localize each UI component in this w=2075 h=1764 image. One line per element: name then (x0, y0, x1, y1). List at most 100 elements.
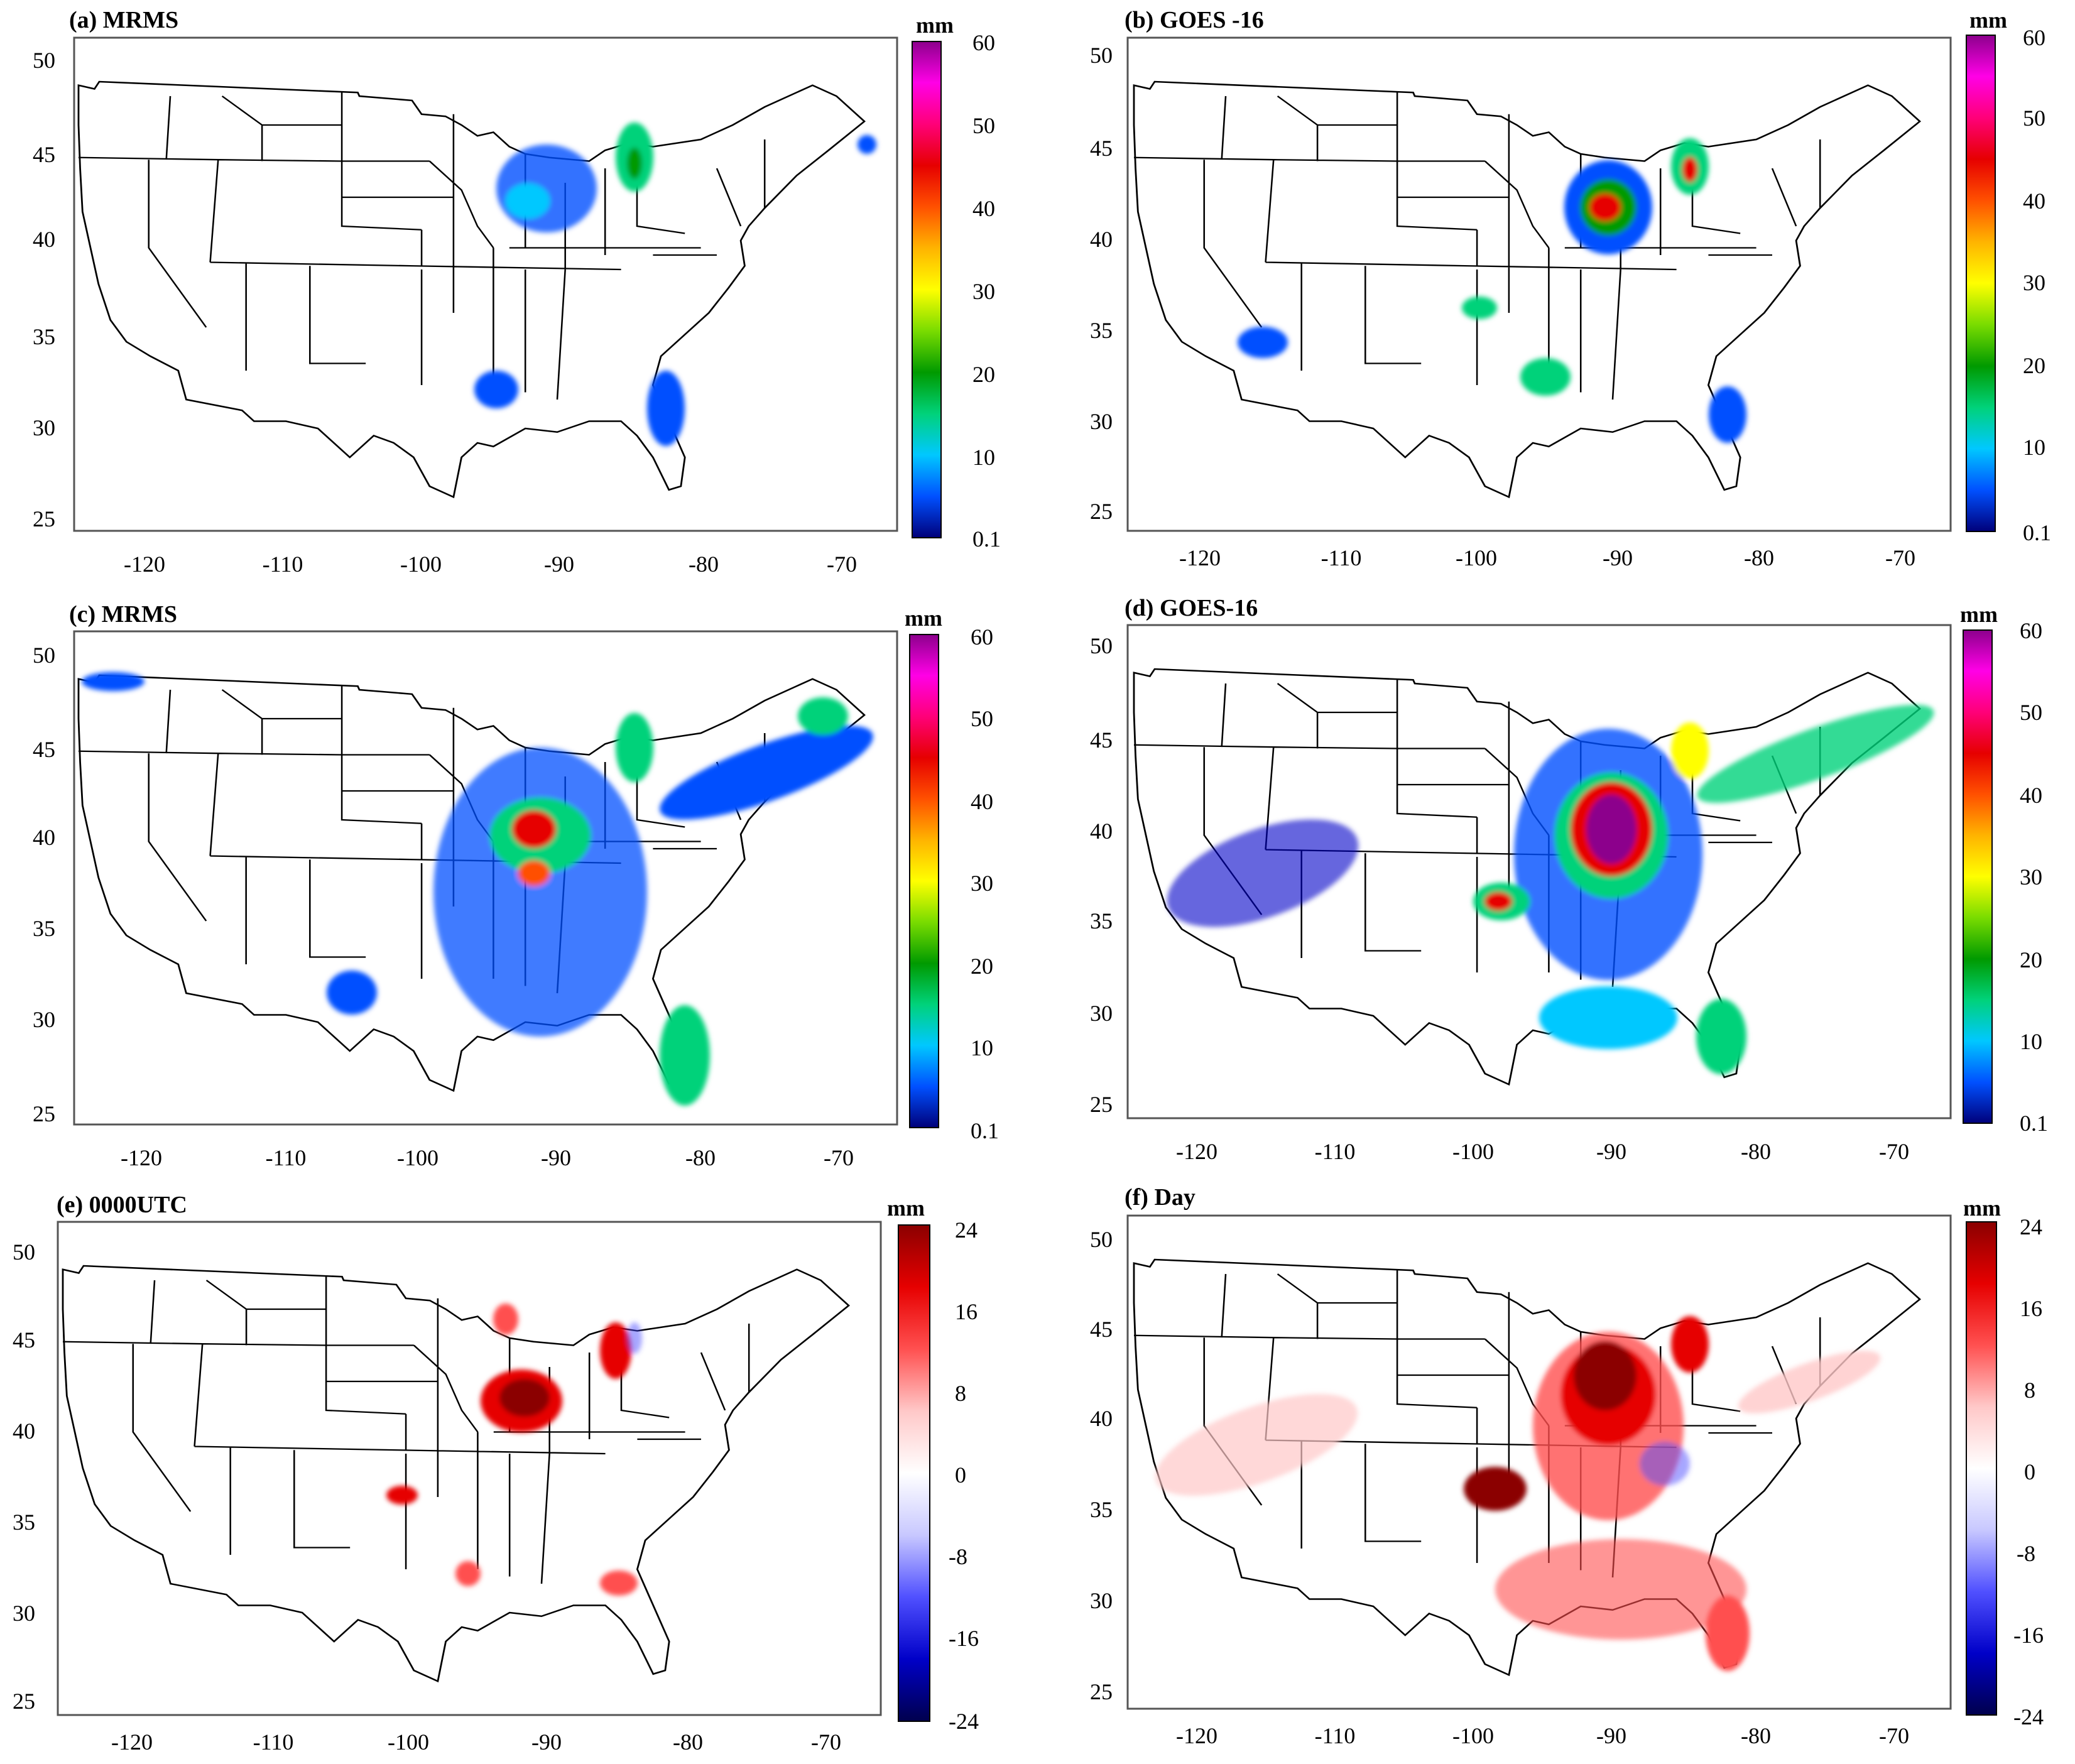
colorbar-label: 30 (971, 871, 993, 896)
colorbar-label: 0.1 (972, 526, 1001, 552)
x-tick: -70 (824, 1145, 854, 1170)
precip-field (1167, 704, 1934, 1074)
y-tick: 40 (1090, 819, 1113, 844)
y-axis: 50 45 40 35 30 25 (1090, 1227, 1113, 1704)
panel-f: (f) Day 50 45 40 35 30 25 -120 -110 -100 (1090, 1184, 2044, 1748)
y-tick: 50 (33, 48, 55, 73)
y-tick: 35 (33, 324, 55, 349)
y-tick: 50 (1090, 43, 1113, 68)
colorbar-label: 0 (955, 1462, 966, 1488)
colorbar-label: 10 (2023, 435, 2045, 460)
y-axis: 50 45 40 35 30 25 (1090, 633, 1113, 1117)
x-tick: -90 (531, 1729, 562, 1755)
panel-title: (e) 0000UTC (57, 1192, 187, 1218)
y-tick: 30 (33, 1007, 55, 1032)
y-tick: 30 (13, 1601, 35, 1626)
y-tick: 45 (1090, 727, 1113, 753)
x-tick: -70 (1879, 1139, 1909, 1164)
x-tick: -110 (1321, 545, 1362, 570)
us-map (77, 80, 866, 498)
x-tick: -90 (541, 1145, 571, 1170)
y-tick: 50 (1090, 633, 1113, 658)
x-tick: -110 (1315, 1139, 1356, 1164)
colorbar-label: 0 (2024, 1459, 2035, 1484)
x-tick: -90 (1603, 545, 1633, 570)
colorbar-label: 8 (2024, 1378, 2035, 1403)
x-tick: -120 (111, 1729, 153, 1755)
y-tick: 40 (1090, 227, 1113, 252)
y-tick: 25 (1090, 1092, 1113, 1117)
panel-title: (f) Day (1125, 1184, 1195, 1211)
x-tick: -100 (400, 552, 442, 577)
y-tick: 35 (33, 916, 55, 941)
colorbar-unit: mm (1960, 602, 1998, 627)
y-tick: 25 (1090, 499, 1113, 524)
colorbar-label: 40 (2020, 783, 2042, 808)
panel-c: (c) MRMS 50 45 40 35 30 25 -120 -110 -10… (33, 601, 999, 1170)
y-tick: 30 (1090, 1001, 1113, 1026)
x-tick: -110 (1315, 1723, 1356, 1748)
y-tick: 25 (13, 1689, 35, 1714)
colorbar-label: 50 (971, 706, 993, 731)
colorbar-label: 40 (972, 196, 995, 221)
panel-title: (c) MRMS (69, 601, 177, 628)
colorbar-e: mm 24 16 8 0 -8 -16 -24 (887, 1195, 979, 1734)
x-tick: -100 (1456, 545, 1497, 570)
x-tick: -80 (1744, 545, 1774, 570)
y-tick: 30 (33, 415, 55, 440)
x-tick: -120 (1176, 1139, 1217, 1164)
y-tick: 45 (1090, 1317, 1113, 1342)
y-tick: 50 (13, 1239, 35, 1265)
y-tick: 40 (1090, 1406, 1113, 1431)
colorbar-label: 10 (2020, 1029, 2042, 1054)
x-axis: -120 -110 -100 -90 -80 -70 (111, 1729, 841, 1755)
y-tick: 50 (1090, 1227, 1113, 1252)
colorbar-b: mm 60 50 40 30 20 10 0.1 (1966, 8, 2051, 545)
precip-field (1238, 138, 1746, 443)
y-tick: 35 (1090, 318, 1113, 343)
colorbar-label: -8 (949, 1544, 967, 1569)
x-tick: -80 (1741, 1723, 1771, 1748)
y-tick: 35 (13, 1510, 35, 1535)
y-tick: 25 (33, 1101, 55, 1126)
y-tick: 35 (1090, 1497, 1113, 1522)
colorbar-label: 40 (971, 789, 993, 814)
x-tick: -120 (121, 1145, 162, 1170)
colorbar-label: 60 (2020, 618, 2042, 643)
us-map (62, 1265, 850, 1682)
colorbar-label: 40 (2023, 188, 2045, 214)
y-tick: 45 (1090, 136, 1113, 161)
panel-title: (d) GOES-16 (1125, 595, 1258, 621)
x-tick: -120 (1179, 545, 1221, 570)
panel-title: (a) MRMS (69, 7, 178, 33)
x-axis: -120 -110 -100 -90 -80 -70 (1176, 1139, 1909, 1164)
colorbar-label: -16 (949, 1626, 979, 1651)
panel-e: (e) 0000UTC 50 45 40 35 30 25 -120 -110 … (13, 1192, 979, 1755)
y-tick: 25 (33, 506, 55, 531)
panel-a: (a) MRMS 50 45 40 35 30 25 -120 -110 -10… (33, 7, 1001, 577)
colorbar-label: -16 (2013, 1623, 2044, 1648)
colorbar-label: 30 (2020, 864, 2042, 890)
x-tick: -110 (253, 1729, 294, 1755)
colorbar-label: 20 (2023, 353, 2045, 378)
colorbar-f: mm 24 16 8 0 -8 -16 -24 (1963, 1195, 2044, 1729)
y-tick: 25 (1090, 1679, 1113, 1704)
colorbar-label: 60 (2023, 25, 2045, 50)
x-tick: -70 (827, 552, 857, 577)
colorbar-unit: mm (1963, 1195, 2001, 1221)
colorbar-label: 10 (972, 445, 995, 470)
x-tick: -100 (1452, 1723, 1494, 1748)
x-tick: -80 (685, 1145, 716, 1170)
x-tick: -90 (1596, 1723, 1626, 1748)
colorbar-label: 50 (972, 113, 995, 138)
x-tick: -70 (1885, 545, 1915, 570)
colorbar-label: 16 (2020, 1296, 2042, 1321)
difference-field (1155, 1316, 1881, 1671)
colorbar-d: mm 60 50 40 30 20 10 0.1 (1960, 602, 2048, 1136)
y-tick: 40 (33, 825, 55, 850)
y-tick: 45 (33, 142, 55, 167)
y-axis: 50 45 40 35 30 25 (1090, 43, 1113, 524)
y-axis: 50 45 40 35 30 25 (33, 643, 55, 1126)
colorbar-unit: mm (1969, 8, 2007, 33)
